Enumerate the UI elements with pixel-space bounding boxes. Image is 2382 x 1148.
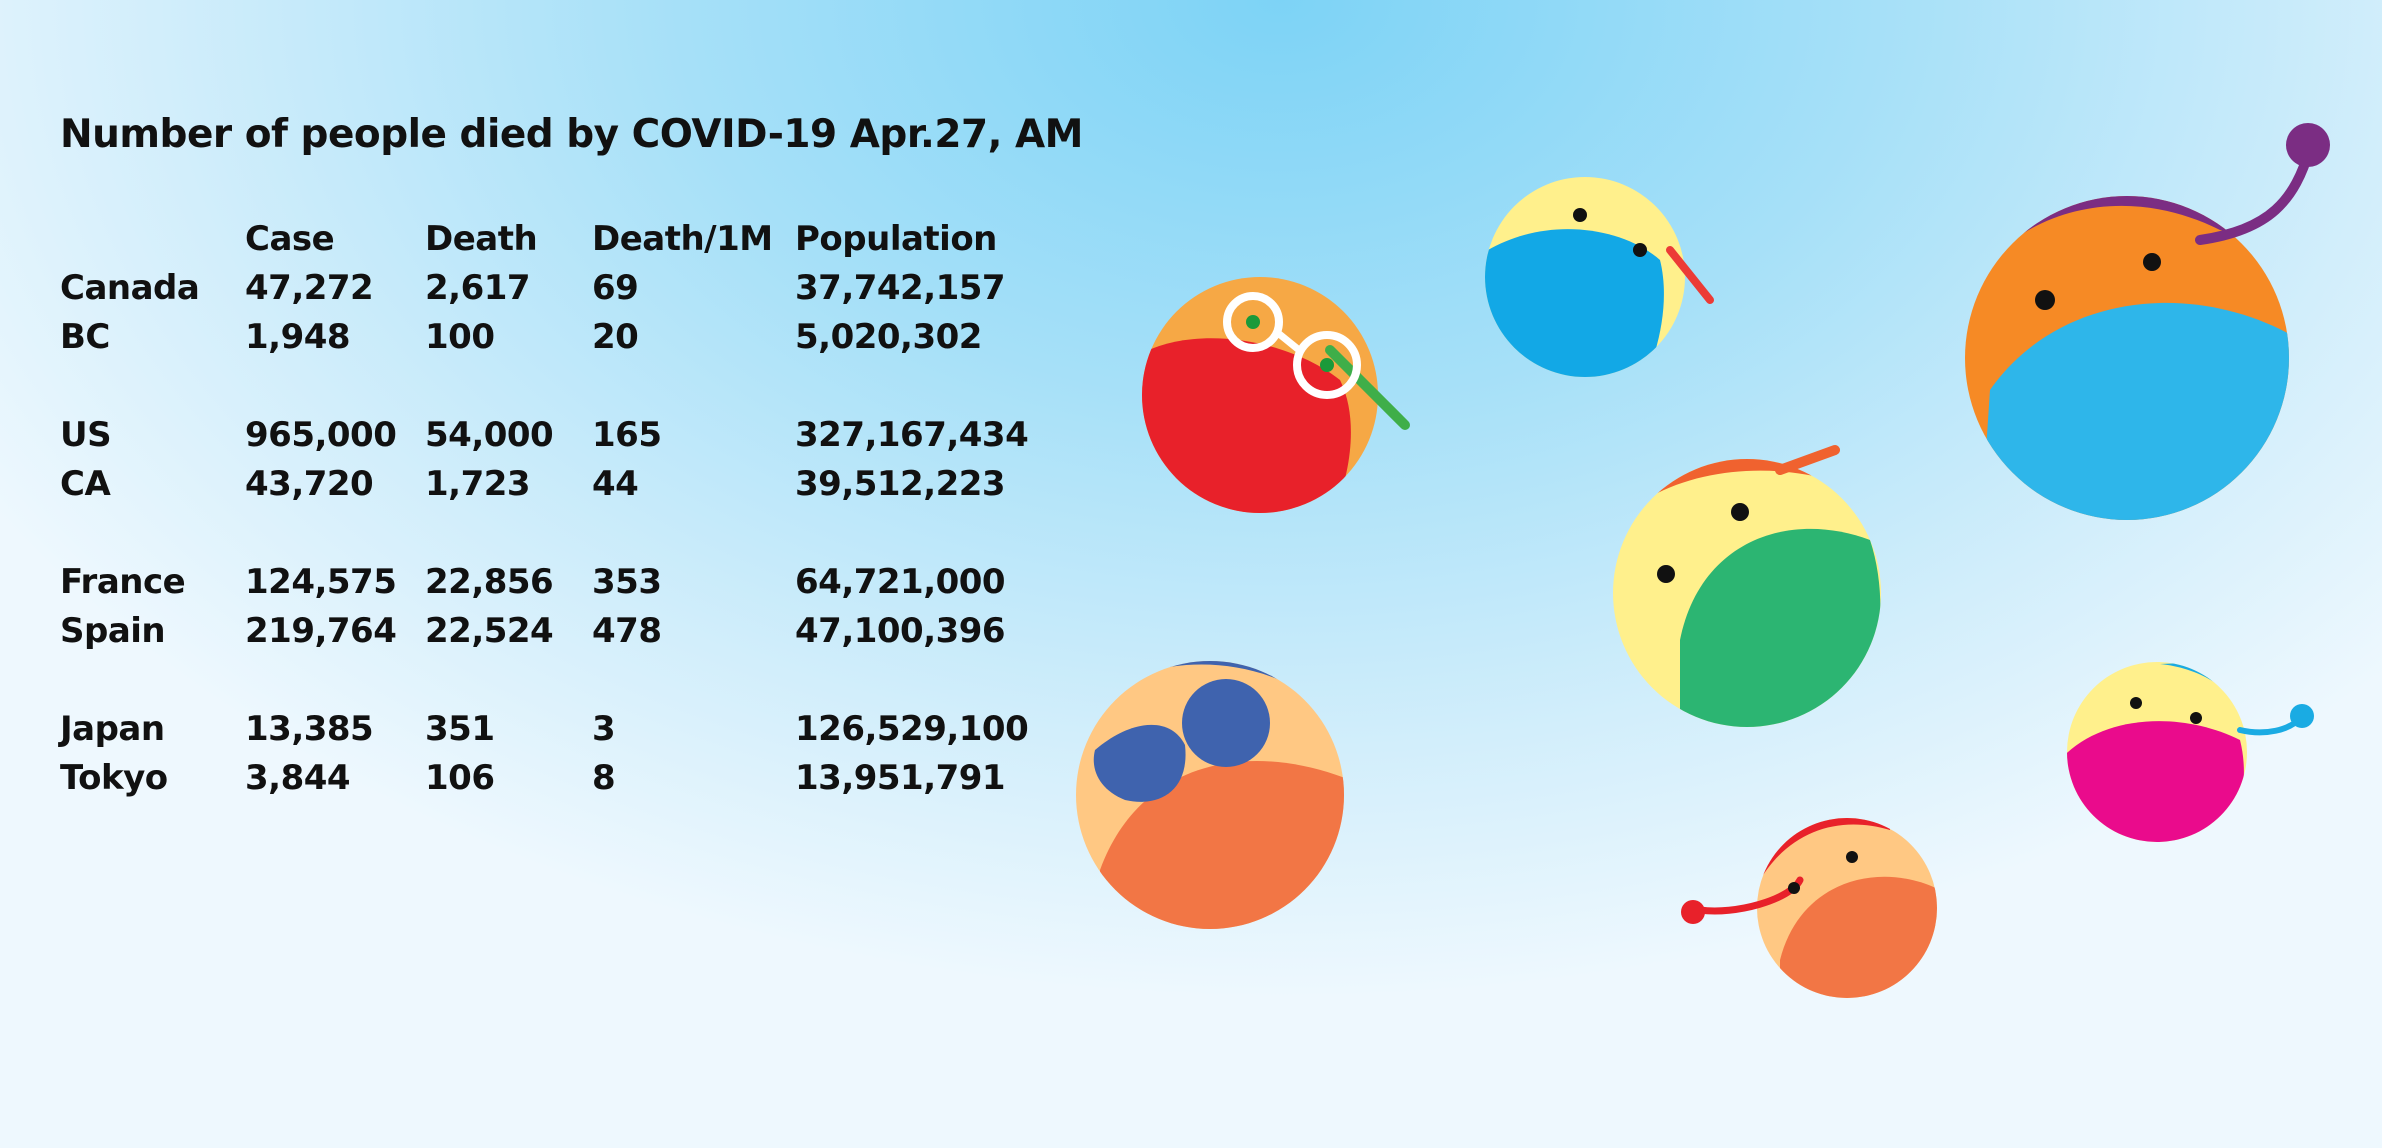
- row-case: 47,272: [245, 268, 374, 308]
- row-death: 54,000: [425, 415, 554, 455]
- row-per-million: 165: [592, 415, 662, 455]
- row-population: 13,951,791: [795, 758, 1006, 798]
- row-population: 47,100,396: [795, 611, 1006, 651]
- row-death: 351: [425, 709, 495, 749]
- row-case: 3,844: [245, 758, 351, 798]
- row-per-million: 353: [592, 562, 662, 602]
- masked-face-glasses-icon: [1142, 277, 1410, 513]
- row-population: 5,020,302: [795, 317, 982, 357]
- header-death: Death: [425, 219, 538, 259]
- row-death: 100: [425, 317, 495, 357]
- header-case: Case: [245, 219, 335, 259]
- row-region: Spain: [60, 611, 166, 651]
- row-region: BC: [60, 317, 110, 357]
- masked-face-pink-mask-icon: [2067, 662, 2314, 842]
- row-death: 22,524: [425, 611, 554, 651]
- row-death: 1,723: [425, 464, 531, 504]
- row-case: 13,385: [245, 709, 374, 749]
- row-case: 43,720: [245, 464, 374, 504]
- row-death: 2,617: [425, 268, 531, 308]
- row-region: CA: [60, 464, 111, 504]
- row-population: 39,512,223: [795, 464, 1006, 504]
- row-death: 22,856: [425, 562, 554, 602]
- header-death-per-million: Death/1M: [592, 219, 773, 259]
- row-population: 37,742,157: [795, 268, 1006, 308]
- row-per-million: 44: [592, 464, 639, 504]
- masked-face-green-mask-icon: [1613, 445, 1881, 727]
- row-population: 64,721,000: [795, 562, 1006, 602]
- row-per-million: 478: [592, 611, 662, 651]
- row-per-million: 20: [592, 317, 639, 357]
- row-case: 124,575: [245, 562, 397, 602]
- masked-face-orange-mask-icon: [1681, 818, 1937, 998]
- page-title: Number of people died by COVID-19 Apr.27…: [60, 112, 1083, 157]
- masked-face-cap-blue-icon: [1485, 177, 1714, 377]
- row-region: Japan: [60, 709, 165, 749]
- row-population: 126,529,100: [795, 709, 1029, 749]
- row-region: Tokyo: [60, 758, 168, 798]
- row-population: 327,167,434: [795, 415, 1029, 455]
- row-case: 219,764: [245, 611, 397, 651]
- row-per-million: 69: [592, 268, 639, 308]
- row-death: 106: [425, 758, 495, 798]
- row-case: 965,000: [245, 415, 397, 455]
- row-region: Canada: [60, 268, 200, 308]
- masked-face-purple-hair-icon: [1965, 123, 2330, 520]
- header-population: Population: [795, 219, 997, 259]
- row-per-million: 3: [592, 709, 616, 749]
- row-region: France: [60, 562, 186, 602]
- row-per-million: 8: [592, 758, 616, 798]
- row-region: US: [60, 415, 112, 455]
- masked-face-sunglasses-icon: [1076, 661, 1344, 929]
- row-case: 1,948: [245, 317, 351, 357]
